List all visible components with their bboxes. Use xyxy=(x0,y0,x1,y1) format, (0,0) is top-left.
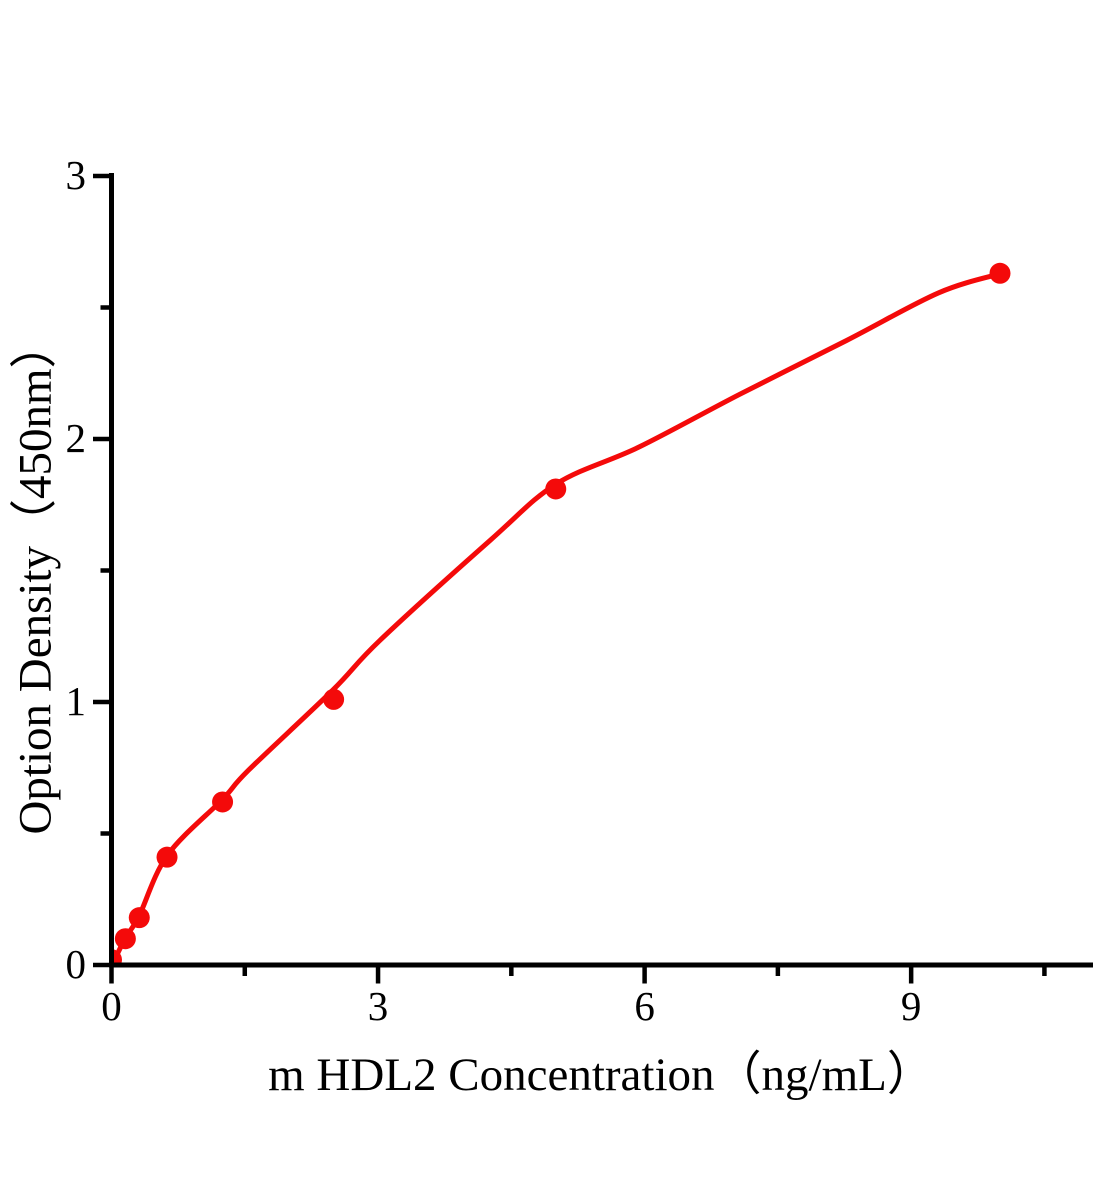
y-tick-label: 0 xyxy=(66,941,87,987)
y-axis-title: Option Density（450nm） xyxy=(9,321,62,835)
data-point-marker xyxy=(156,846,178,868)
data-point-marker xyxy=(323,688,345,710)
y-tick-label: 2 xyxy=(66,415,87,461)
data-point-marker xyxy=(212,791,234,813)
tick-labels: 0 3 6 9 0 1 2 3 xyxy=(66,152,922,1029)
y-tick-label: 3 xyxy=(66,152,87,198)
data-point-marker xyxy=(114,949,122,963)
y-tick-label: 1 xyxy=(66,678,87,724)
data-point-marker xyxy=(989,262,1011,284)
x-tick-label: 3 xyxy=(368,983,389,1029)
x-tick-label: 6 xyxy=(634,983,655,1029)
x-tick-label: 0 xyxy=(101,983,122,1029)
fit-curve xyxy=(114,270,1005,963)
x-tick-label: 9 xyxy=(901,983,922,1029)
x-axis-title: m HDL2 Concentration（ng/mL） xyxy=(268,1049,934,1101)
data-points xyxy=(114,262,1011,963)
data-point-marker xyxy=(114,928,136,950)
data-point-marker xyxy=(545,478,567,500)
axis-ticks xyxy=(93,173,1047,984)
data-point-marker xyxy=(128,907,150,929)
